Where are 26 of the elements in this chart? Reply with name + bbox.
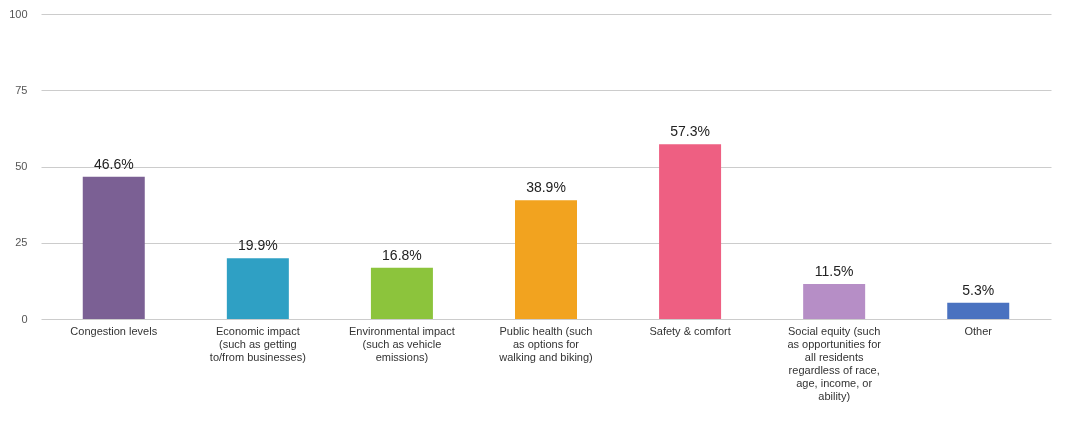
- x-tick-label: Environmental impact (such as vehicle emissions): [349, 324, 455, 363]
- y-tick-label: 75: [15, 83, 28, 96]
- data-label: 19.9%: [237, 237, 278, 254]
- data-label: 57.3%: [670, 123, 710, 140]
- y-tick-label: 100: [9, 7, 28, 20]
- bar: [82, 176, 145, 319]
- data-label: 16.8%: [382, 246, 422, 263]
- y-tick-label: 50: [15, 160, 28, 172]
- x-tick-label: Social equity (such as opportunities for all residents regardless of race, age, income, or ability): [787, 324, 882, 402]
- y-tick-label: 25: [15, 236, 28, 249]
- x-tick-label: Economic impact (such as getting to/from businesses): [209, 324, 306, 363]
- data-label: 38.9%: [526, 179, 566, 196]
- bar: [803, 283, 866, 319]
- x-tick-label: Safety & comfort: [649, 324, 731, 337]
- bar: [226, 258, 289, 319]
- bar: [659, 144, 722, 319]
- bar: [370, 267, 433, 319]
- x-tick-label: Other: [964, 324, 993, 337]
- bar: [947, 302, 1010, 319]
- data-label: 5.3%: [962, 281, 995, 298]
- bar: [515, 200, 577, 319]
- x-tick-label: Public health (such as options for walking and biking): [498, 324, 593, 363]
- data-label: 46.6%: [93, 155, 134, 172]
- data-label: 11.5%: [814, 262, 854, 279]
- x-tick-label: Congestion levels: [70, 324, 158, 337]
- y-tick-label: 0: [21, 312, 28, 325]
